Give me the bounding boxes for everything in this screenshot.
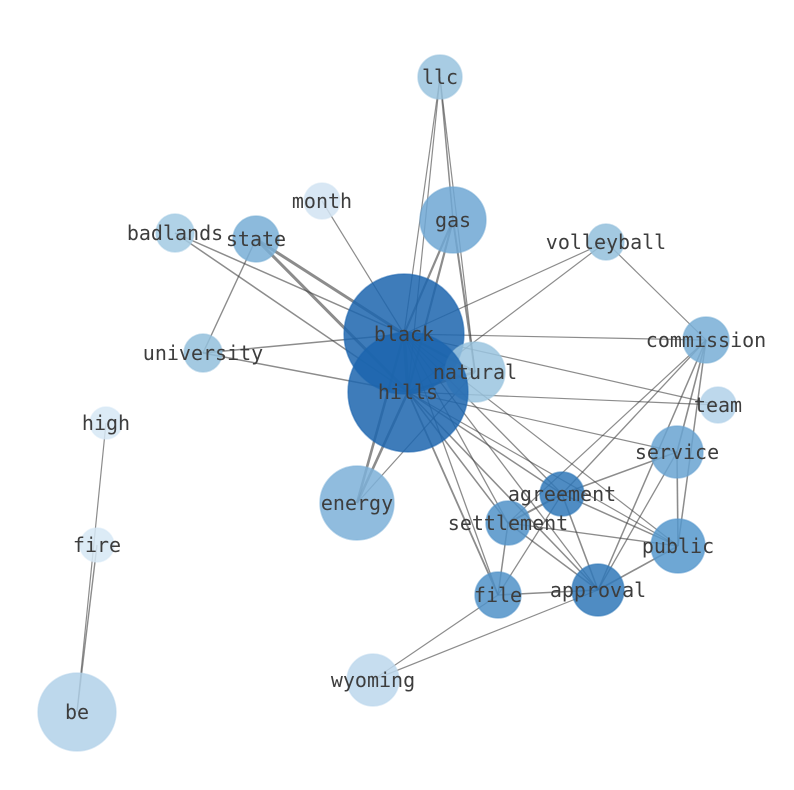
node-month: [303, 182, 341, 220]
node-label-gas: gas: [435, 208, 471, 232]
node-label-llc: llc: [422, 65, 458, 89]
node-label-service: service: [635, 440, 719, 464]
node-approval: [571, 563, 625, 617]
node-label-fire: fire: [73, 533, 121, 557]
node-state: [232, 215, 280, 263]
node-service: [650, 425, 704, 479]
node-volleyball: [587, 223, 625, 261]
node-label-energy: energy: [321, 491, 393, 515]
node-be: [37, 672, 117, 752]
node-label-hills: hills: [378, 380, 438, 404]
node-energy: [319, 465, 395, 541]
node-gas: [419, 186, 487, 254]
edge-settlement-public: [507, 522, 679, 547]
labels-layer: llc gas month badlands state volleyball black n…: [65, 65, 766, 724]
node-label-public: public: [642, 534, 714, 558]
node-label-file: file: [474, 583, 522, 607]
node-university: [183, 333, 223, 373]
node-llc: [417, 54, 463, 100]
node-label-badlands: badlands: [127, 221, 223, 245]
edge-be-high: [76, 422, 107, 713]
node-settlement: [485, 500, 531, 546]
node-public: [650, 518, 706, 574]
node-label-state: state: [226, 227, 286, 251]
node-label-high: high: [82, 411, 130, 435]
edge-commission-agreement: [561, 339, 707, 495]
node-commission: [682, 316, 730, 364]
node-high: [89, 406, 123, 440]
node-label-commission: commission: [646, 328, 766, 352]
node-label-be: be: [65, 700, 89, 724]
nodes-layer: [37, 54, 737, 752]
node-label-wyoming: wyoming: [331, 668, 415, 692]
node-hills: [347, 331, 469, 453]
node-badlands: [155, 213, 195, 253]
node-label-team: team: [694, 393, 742, 417]
node-file: [474, 571, 522, 619]
node-label-black: black: [374, 322, 434, 346]
edge-commission-approval: [597, 339, 707, 591]
node-label-university: university: [143, 341, 263, 365]
node-wyoming: [346, 653, 400, 707]
node-fire: [79, 527, 115, 563]
node-label-approval: approval: [550, 578, 646, 602]
node-label-volleyball: volleyball: [546, 230, 666, 254]
node-label-natural: natural: [433, 360, 517, 384]
node-label-month: month: [292, 189, 352, 213]
node-label-settlement: settlement: [448, 511, 568, 535]
edge-approval-wyoming: [372, 589, 599, 681]
node-agreement: [539, 471, 585, 517]
node-team: [699, 386, 737, 424]
node-label-agreement: agreement: [508, 482, 616, 506]
